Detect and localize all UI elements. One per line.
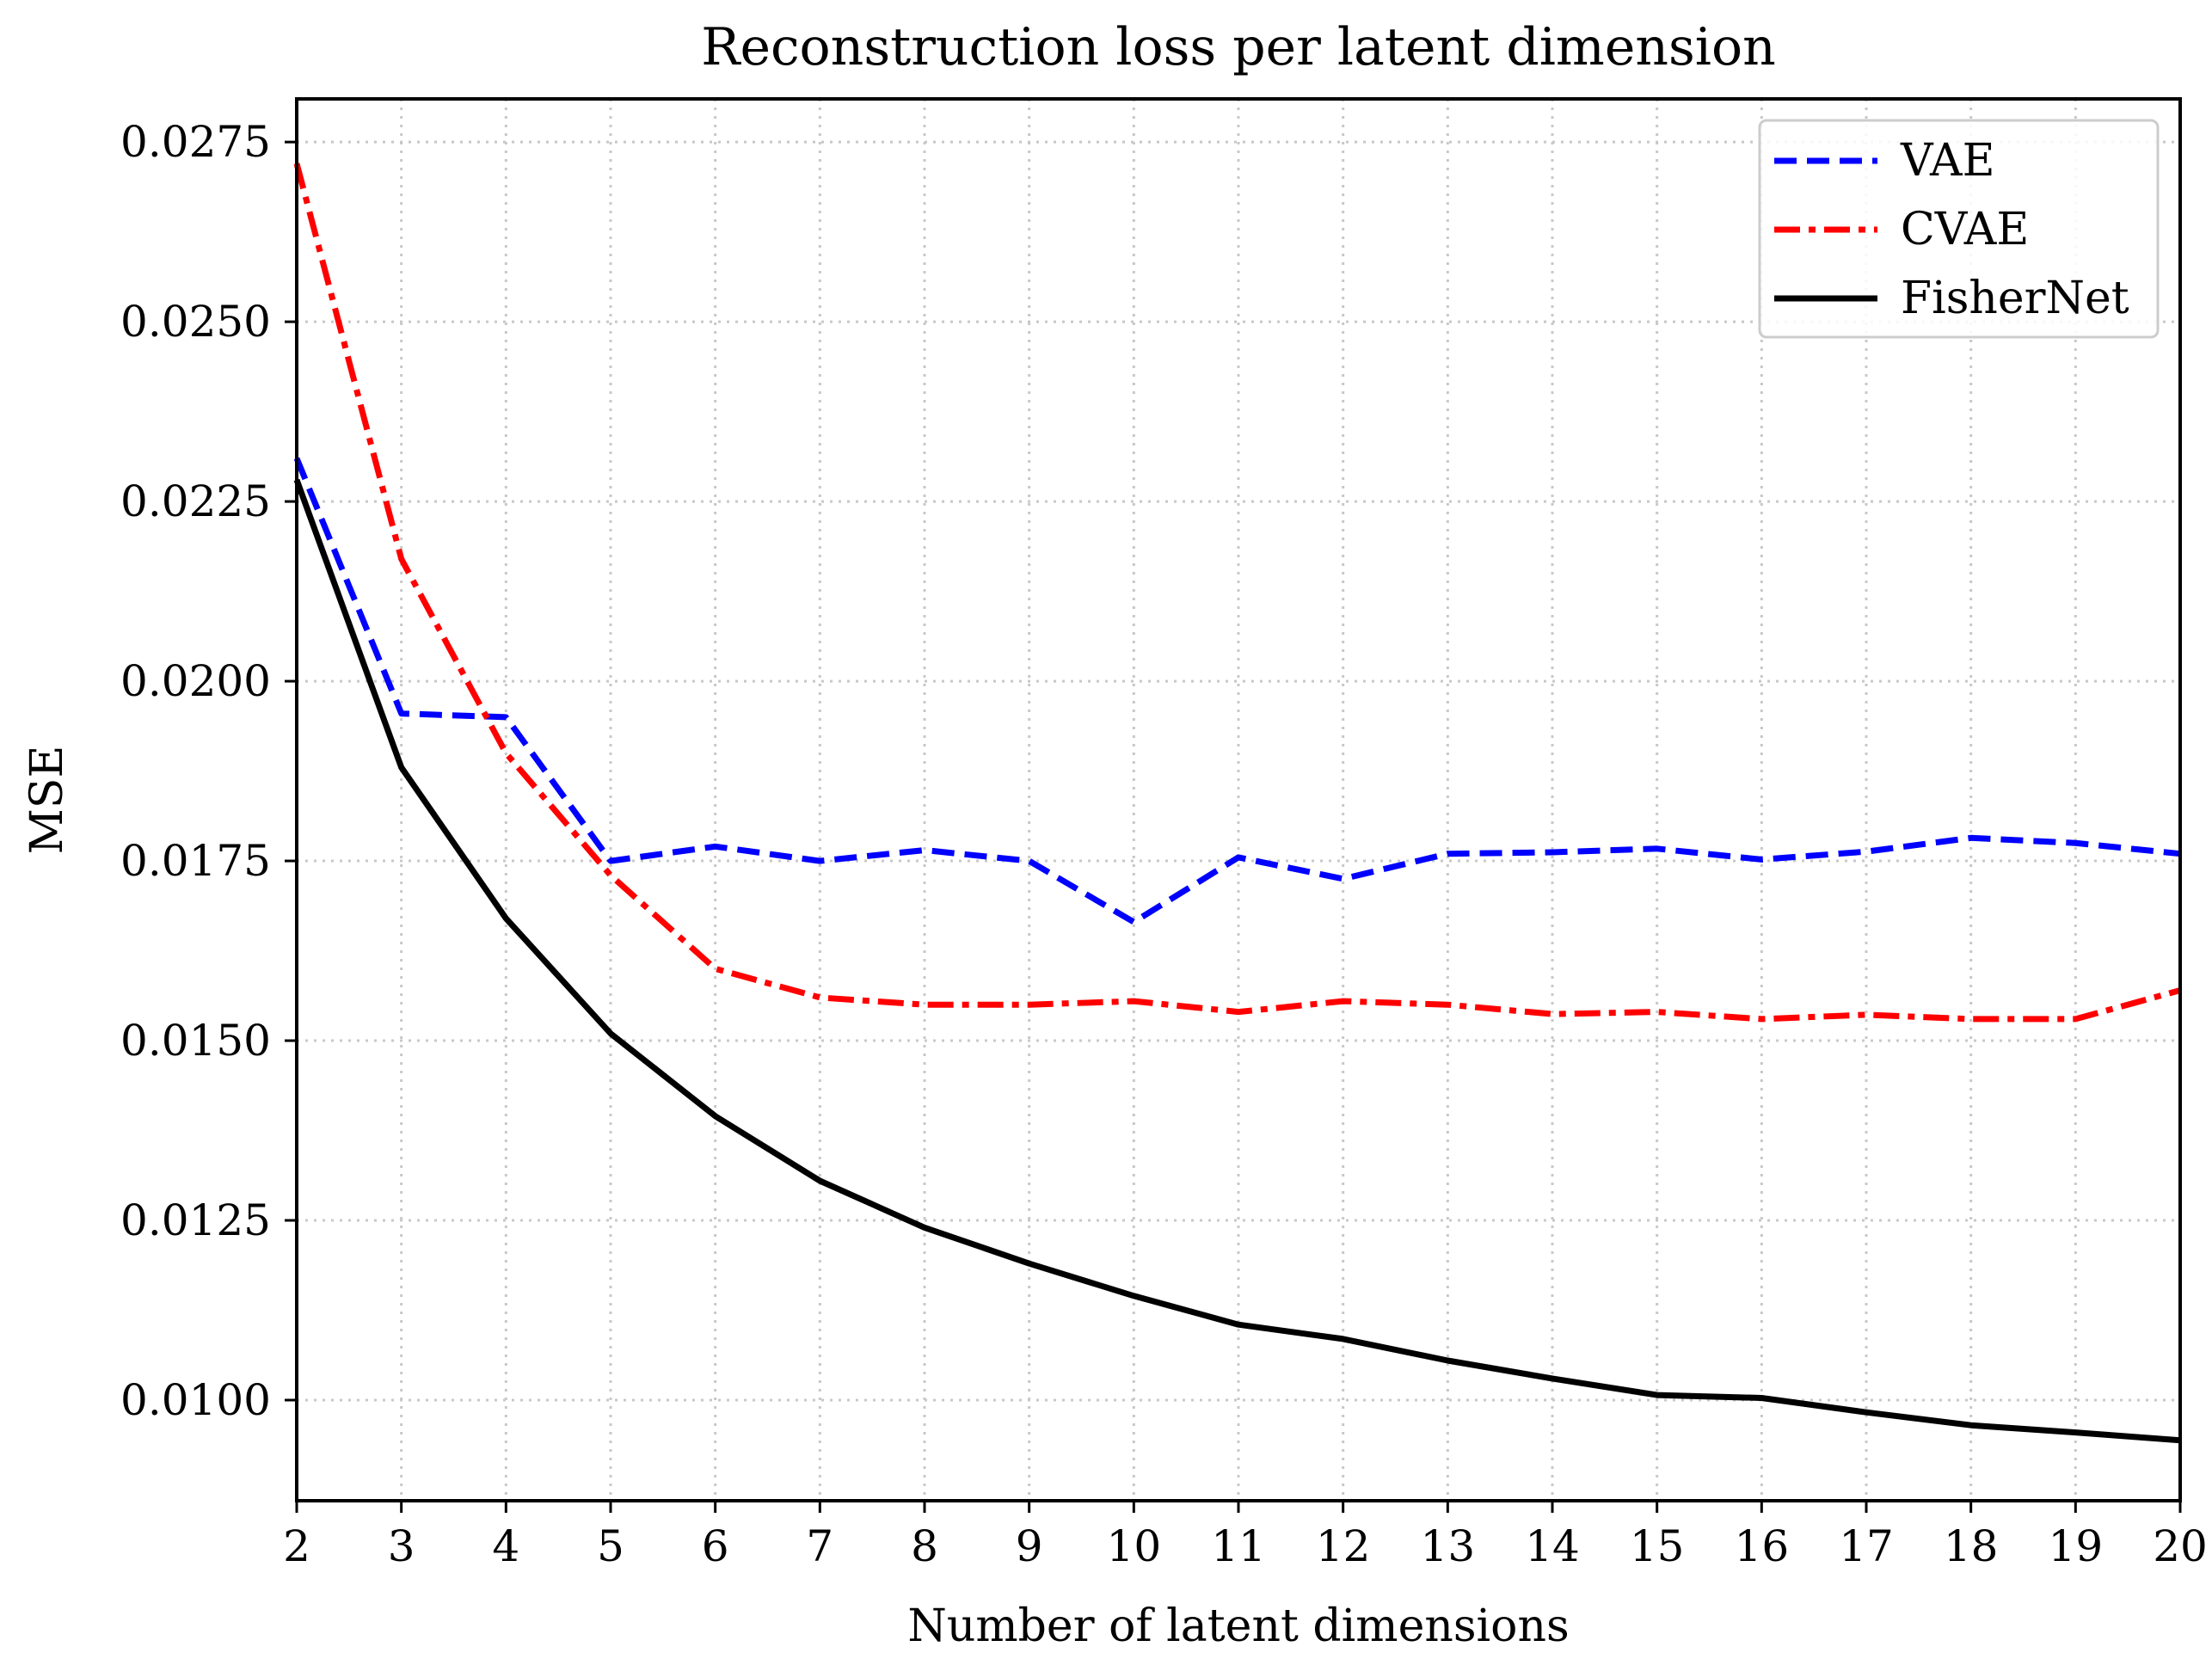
legend-label-fishernet: FisherNet: [1901, 273, 2129, 324]
x-tick-label: 15: [1630, 1521, 1685, 1571]
x-tick-label: 13: [1421, 1521, 1476, 1571]
legend-box: [1758, 119, 2160, 339]
y-tick-label: 0.0150: [120, 1016, 271, 1066]
y-tick-label: 0.0275: [120, 117, 271, 167]
x-tick-label: 16: [1735, 1521, 1790, 1571]
x-tick-label: 14: [1525, 1521, 1580, 1571]
legend-label-cvae: CVAE: [1901, 204, 2029, 255]
y-tick-label: 0.0175: [120, 836, 271, 886]
x-tick-label: 3: [388, 1521, 415, 1571]
legend-label-vae: VAE: [1900, 135, 1995, 187]
x-tick-label: 18: [1944, 1521, 1999, 1571]
y-tick-label: 0.0250: [120, 297, 271, 347]
y-axis-ticks: 0.0100 0.0125 0.0150 0.0175 0.0200 0.0225 0.02…: [120, 117, 297, 1425]
legend: VAE CVAE FisherNet: [1758, 119, 2160, 339]
x-tick-label: 5: [597, 1521, 624, 1571]
x-tick-label: 12: [1316, 1521, 1371, 1571]
y-tick-label: 0.0125: [120, 1195, 271, 1245]
x-tick-label: 6: [702, 1521, 729, 1571]
series-line-cvae: [293, 163, 2181, 1023]
x-tick-label: 19: [2049, 1521, 2104, 1571]
y-tick-label: 0.0100: [120, 1375, 271, 1425]
x-tick-label: 7: [806, 1521, 833, 1571]
y-axis-label: MSE: [22, 746, 73, 855]
chart-title: Reconstruction loss per latent dimension: [701, 17, 1775, 77]
x-tick-label: 4: [492, 1521, 519, 1571]
y-tick-label: 0.0225: [120, 476, 271, 526]
x-tick-label: 2: [283, 1521, 310, 1571]
x-tick-label: 17: [1839, 1521, 1894, 1571]
x-axis-ticks: 2 3 4 5 6 7 8 9 10 11 12 13 14 15 16 17 18 19 20: [283, 1501, 2208, 1571]
x-tick-label: 10: [1107, 1521, 1162, 1571]
x-tick-label: 11: [1211, 1521, 1266, 1571]
series-line-vae: [293, 457, 2181, 925]
x-tick-label: 8: [911, 1521, 938, 1571]
series-lines: [293, 163, 2181, 1444]
x-tick-label: 20: [2153, 1521, 2208, 1571]
x-axis-label: Number of latent dimensions: [907, 1600, 1569, 1652]
series-line-fishernet: [293, 478, 2181, 1444]
x-tick-label: 9: [1016, 1521, 1043, 1571]
y-tick-label: 0.0200: [120, 656, 271, 706]
